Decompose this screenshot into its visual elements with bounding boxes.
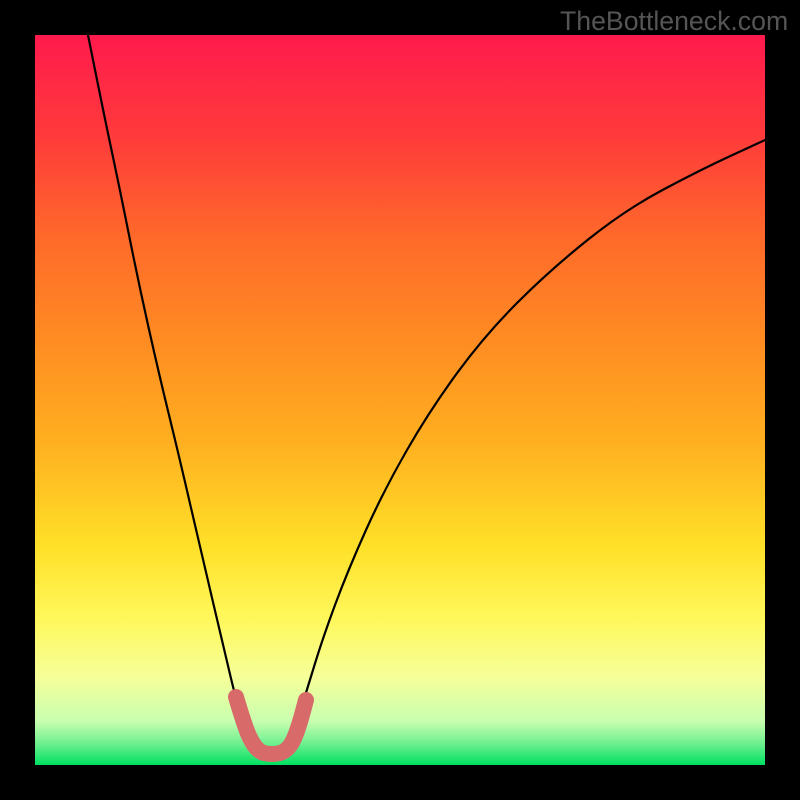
- curve-right-branch: [294, 140, 765, 730]
- watermark-text: TheBottleneck.com: [560, 6, 788, 37]
- plot-svg: [0, 0, 800, 800]
- bottom-u-marker: [236, 697, 306, 754]
- chart-frame: TheBottleneck.com: [0, 0, 800, 800]
- curve-left-branch: [88, 35, 246, 730]
